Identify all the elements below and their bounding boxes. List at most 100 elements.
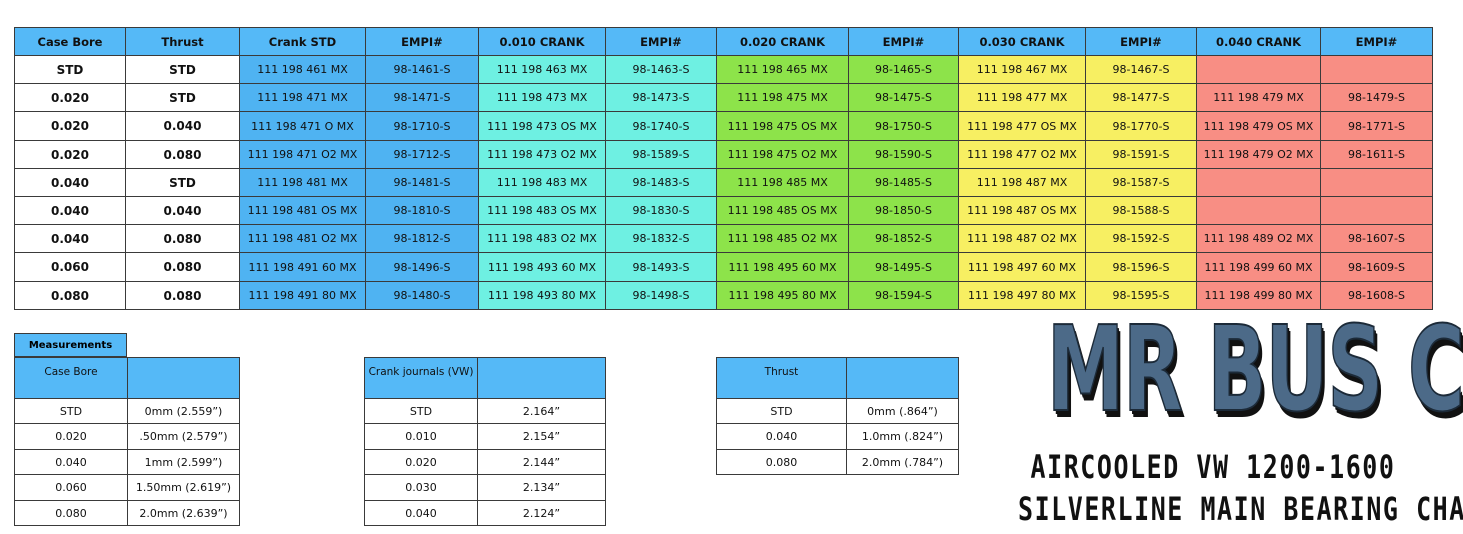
table-cell: 111 198 475 MX xyxy=(716,83,849,112)
table-cell: 111 198 483 OS MX xyxy=(478,196,606,225)
table-cell: 111 198 479 OS MX xyxy=(1196,111,1321,141)
table-cell: 98-1594-S xyxy=(848,281,959,310)
table-cell: 2.0mm (.784”) xyxy=(846,449,959,475)
column-header: Case Bore xyxy=(14,27,126,56)
table-cell: 111 198 481 MX xyxy=(239,168,366,197)
column-header: Thrust xyxy=(716,357,847,399)
column-header xyxy=(477,357,606,399)
table-cell: 111 198 493 80 MX xyxy=(478,281,606,310)
table-cell: 111 198 483 MX xyxy=(478,168,606,197)
table-cell: 98-1495-S xyxy=(848,252,959,282)
table-cell: 0.040 xyxy=(125,111,240,141)
table-cell: 2.0mm (2.639”) xyxy=(127,500,240,526)
table-cell xyxy=(1196,55,1321,84)
table-cell: 111 198 481 O2 MX xyxy=(239,224,366,253)
table-cell: STD xyxy=(125,168,240,197)
table-cell: 98-1609-S xyxy=(1320,252,1433,282)
table-cell: STD xyxy=(364,398,478,424)
table-cell: 98-1475-S xyxy=(848,83,959,112)
column-header: Crank STD xyxy=(239,27,366,56)
table-cell: 98-1471-S xyxy=(365,83,479,112)
column-header xyxy=(127,357,240,399)
table-cell: 98-1587-S xyxy=(1085,168,1197,197)
table-cell: 111 198 493 60 MX xyxy=(478,252,606,282)
table-cell: 111 198 491 80 MX xyxy=(239,281,366,310)
table-cell: STD xyxy=(14,55,126,84)
table-cell: 0.040 xyxy=(14,168,126,197)
table-cell: 2.164” xyxy=(477,398,606,424)
table-cell: 0.040 xyxy=(14,196,126,225)
table-cell: 111 198 461 MX xyxy=(239,55,366,84)
table-cell: 111 198 473 O2 MX xyxy=(478,140,606,169)
table-cell: 111 198 473 MX xyxy=(478,83,606,112)
table-cell: 98-1467-S xyxy=(1085,55,1197,84)
table-cell: 0.040 xyxy=(364,500,478,526)
table-cell: 111 198 481 OS MX xyxy=(239,196,366,225)
table-cell: 111 198 485 OS MX xyxy=(716,196,849,225)
table-cell: 98-1710-S xyxy=(365,111,479,141)
table-cell: 98-1771-S xyxy=(1320,111,1433,141)
table-cell: 111 198 489 O2 MX xyxy=(1196,224,1321,253)
table-cell: 0.020 xyxy=(14,111,126,141)
table-cell: 0.080 xyxy=(14,500,128,526)
table-cell: 98-1498-S xyxy=(605,281,717,310)
table-cell: 111 198 485 MX xyxy=(716,168,849,197)
column-header xyxy=(846,357,959,399)
subtitle: AIRCOOLED VW 1200-1600 xyxy=(1030,448,1396,486)
column-header: Thrust xyxy=(125,27,240,56)
table-cell: 111 198 471 MX xyxy=(239,83,366,112)
table-cell: 98-1592-S xyxy=(1085,224,1197,253)
column-header: 0.010 CRANK xyxy=(478,27,606,56)
table-cell: 98-1750-S xyxy=(848,111,959,141)
table-cell: 111 198 487 OS MX xyxy=(958,196,1086,225)
table-cell: 111 198 499 60 MX xyxy=(1196,252,1321,282)
logo: MR BUS CO xyxy=(1046,299,1463,439)
table-cell: 98-1591-S xyxy=(1085,140,1197,169)
measurements-tab: Measurements xyxy=(14,333,127,357)
table-cell: 111 198 495 80 MX xyxy=(716,281,849,310)
column-header: EMPI# xyxy=(605,27,717,56)
table-cell: 111 198 473 OS MX xyxy=(478,111,606,141)
table-cell: 111 198 465 MX xyxy=(716,55,849,84)
table-cell: 0.030 xyxy=(364,474,478,501)
subtitle: SILVERLINE MAIN BEARING CHART xyxy=(1018,490,1463,528)
table-cell: 98-1588-S xyxy=(1085,196,1197,225)
table-cell: 111 198 487 O2 MX xyxy=(958,224,1086,253)
table-cell xyxy=(1320,196,1433,225)
table-cell: 0.020 xyxy=(364,449,478,475)
column-header: 0.020 CRANK xyxy=(716,27,849,56)
table-cell: 0.020 xyxy=(14,423,128,450)
table-cell: 0.040 xyxy=(125,196,240,225)
table-cell: 98-1712-S xyxy=(365,140,479,169)
table-cell: 2.134” xyxy=(477,474,606,501)
table-cell: STD xyxy=(125,55,240,84)
table-cell: 2.154” xyxy=(477,423,606,450)
table-cell: 111 198 499 80 MX xyxy=(1196,281,1321,310)
table-cell: 98-1810-S xyxy=(365,196,479,225)
table-cell: 111 198 475 OS MX xyxy=(716,111,849,141)
column-header: Crank journals (VW) xyxy=(364,357,478,399)
table-cell: .50mm (2.579”) xyxy=(127,423,240,450)
column-header: 0.040 CRANK xyxy=(1196,27,1321,56)
table-cell: 2.124” xyxy=(477,500,606,526)
table-cell: 98-1461-S xyxy=(365,55,479,84)
table-cell: 98-1485-S xyxy=(848,168,959,197)
table-cell: 0.040 xyxy=(14,224,126,253)
table-cell: 1.0mm (.824”) xyxy=(846,423,959,450)
table-cell: 98-1611-S xyxy=(1320,140,1433,169)
table-cell: 0.080 xyxy=(716,449,847,475)
table-cell: 111 198 495 60 MX xyxy=(716,252,849,282)
table-cell: 111 198 497 60 MX xyxy=(958,252,1086,282)
table-cell: 111 198 485 O2 MX xyxy=(716,224,849,253)
table-cell: 111 198 477 OS MX xyxy=(958,111,1086,141)
table-cell: 111 198 471 O2 MX xyxy=(239,140,366,169)
table-cell: 0.060 xyxy=(14,474,128,501)
column-header: EMPI# xyxy=(1320,27,1433,56)
table-cell: 98-1483-S xyxy=(605,168,717,197)
table-cell: 111 198 479 O2 MX xyxy=(1196,140,1321,169)
column-header: EMPI# xyxy=(848,27,959,56)
table-cell: 111 198 475 O2 MX xyxy=(716,140,849,169)
table-cell: 0.020 xyxy=(14,140,126,169)
table-cell: 111 198 497 80 MX xyxy=(958,281,1086,310)
table-cell: 111 198 477 O2 MX xyxy=(958,140,1086,169)
